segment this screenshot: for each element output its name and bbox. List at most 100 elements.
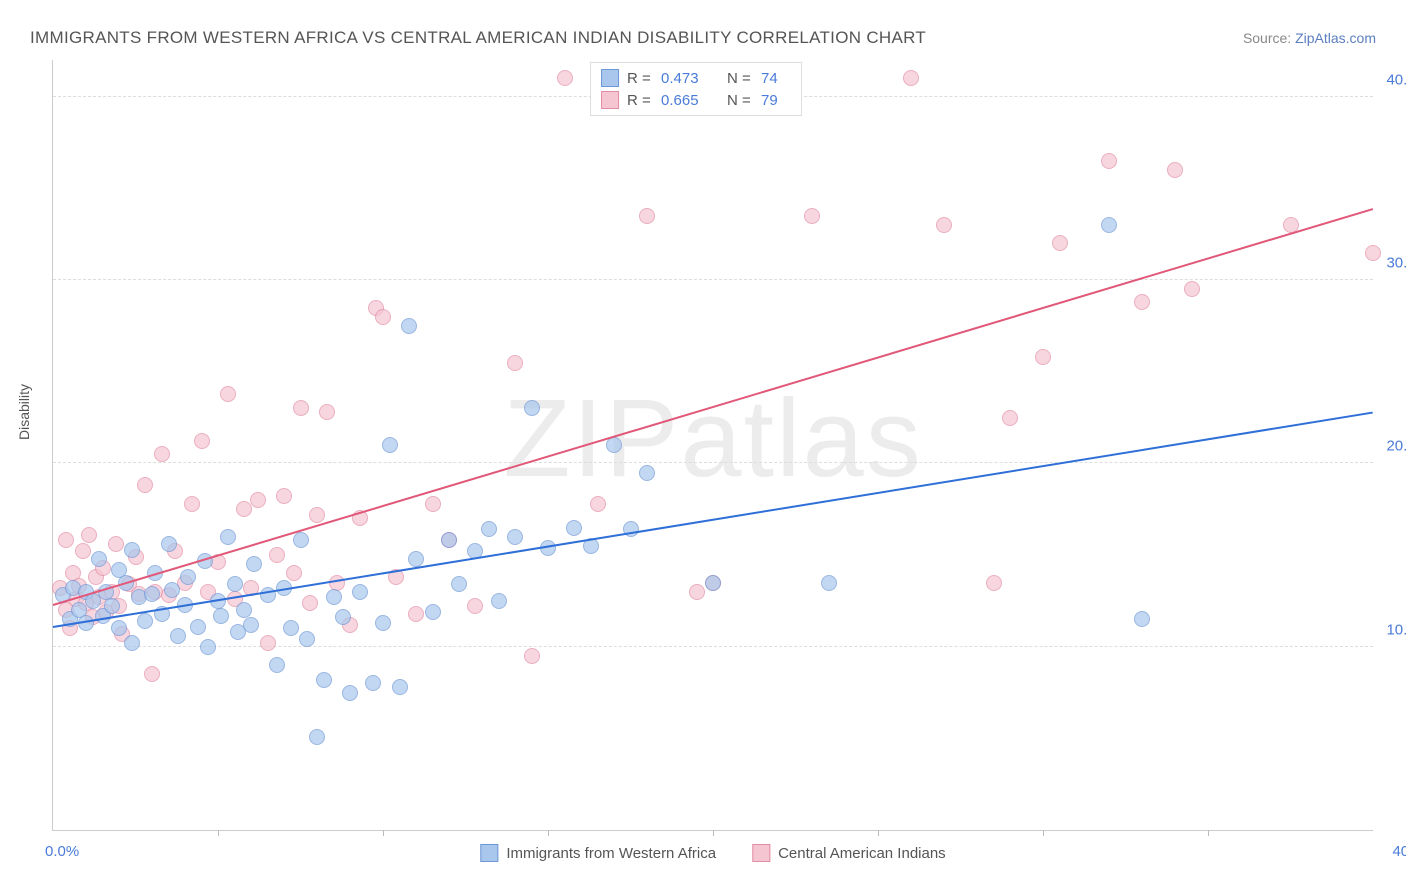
data-point (392, 679, 408, 695)
data-point (108, 536, 124, 552)
data-point (936, 217, 952, 233)
data-point (137, 613, 153, 629)
data-point (190, 619, 206, 635)
data-point (1052, 235, 1068, 251)
legend-item-series-2: Central American Indians (752, 844, 946, 862)
data-point (124, 635, 140, 651)
data-point (639, 208, 655, 224)
legend-label-series-2: Central American Indians (778, 845, 946, 862)
x-axis-min-label: 0.0% (45, 843, 79, 860)
data-point (283, 620, 299, 636)
data-point (481, 521, 497, 537)
source-prefix: Source: (1243, 30, 1295, 46)
r-label: R = (627, 70, 653, 87)
data-point (302, 595, 318, 611)
data-point (375, 615, 391, 631)
legend-swatch-series-2 (601, 91, 619, 109)
data-point (491, 593, 507, 609)
x-tick (878, 830, 879, 836)
data-point (227, 576, 243, 592)
y-tick-label: 30.0% (1386, 255, 1406, 272)
data-point (319, 404, 335, 420)
x-tick (1043, 830, 1044, 836)
x-tick (383, 830, 384, 836)
data-point (260, 635, 276, 651)
x-axis-max-label: 40.0% (1392, 843, 1406, 860)
data-point (293, 532, 309, 548)
data-point (213, 608, 229, 624)
data-point (1134, 294, 1150, 310)
legend-swatch-series-2-bottom (752, 844, 770, 862)
data-point (1035, 349, 1051, 365)
data-point (441, 532, 457, 548)
data-point (286, 565, 302, 581)
data-point (276, 488, 292, 504)
data-point (507, 529, 523, 545)
y-tick-label: 40.0% (1386, 71, 1406, 88)
n-value-series-1: 74 (761, 70, 791, 87)
data-point (352, 584, 368, 600)
source-attribution: Source: ZipAtlas.com (1243, 30, 1376, 46)
data-point (200, 639, 216, 655)
data-point (269, 547, 285, 563)
legend-row-series-1: R = 0.473 N = 74 (601, 67, 791, 89)
data-point (986, 575, 1002, 591)
data-point (804, 208, 820, 224)
data-point (91, 551, 107, 567)
data-point (408, 606, 424, 622)
data-point (164, 582, 180, 598)
legend-swatch-series-1 (601, 69, 619, 87)
data-point (1101, 153, 1117, 169)
data-point (111, 620, 127, 636)
data-point (401, 318, 417, 334)
data-point (335, 609, 351, 625)
data-point (184, 496, 200, 512)
source-link[interactable]: ZipAtlas.com (1295, 30, 1376, 46)
y-tick-label: 10.0% (1386, 621, 1406, 638)
data-point (408, 551, 424, 567)
data-point (81, 527, 97, 543)
x-tick (713, 830, 714, 836)
data-point (1184, 281, 1200, 297)
data-point (467, 598, 483, 614)
y-tick-label: 20.0% (1386, 438, 1406, 455)
chart-title: IMMIGRANTS FROM WESTERN AFRICA VS CENTRA… (30, 28, 926, 48)
legend-label-series-1: Immigrants from Western Africa (506, 845, 716, 862)
data-point (104, 598, 120, 614)
r-value-series-1: 0.473 (661, 70, 719, 87)
data-point (194, 433, 210, 449)
legend-correlation-box: R = 0.473 N = 74 R = 0.665 N = 79 (590, 62, 802, 116)
x-tick (1208, 830, 1209, 836)
n-label: N = (727, 92, 753, 109)
data-point (382, 437, 398, 453)
legend-item-series-1: Immigrants from Western Africa (480, 844, 716, 862)
data-point (144, 666, 160, 682)
data-point (309, 729, 325, 745)
data-point (903, 70, 919, 86)
data-point (524, 400, 540, 416)
data-point (451, 576, 467, 592)
data-point (1101, 217, 1117, 233)
data-point (375, 309, 391, 325)
data-point (425, 604, 441, 620)
data-point (689, 584, 705, 600)
legend-swatch-series-1-bottom (480, 844, 498, 862)
data-point (299, 631, 315, 647)
data-point (269, 657, 285, 673)
data-point (236, 602, 252, 618)
gridline (53, 646, 1373, 647)
data-point (425, 496, 441, 512)
data-point (170, 628, 186, 644)
data-point (58, 532, 74, 548)
data-point (246, 556, 262, 572)
y-axis-label: Disability (16, 384, 32, 440)
data-point (1167, 162, 1183, 178)
data-point (821, 575, 837, 591)
data-point (161, 536, 177, 552)
data-point (1002, 410, 1018, 426)
x-tick (548, 830, 549, 836)
data-point (705, 575, 721, 591)
data-point (220, 386, 236, 402)
data-point (124, 542, 140, 558)
legend-row-series-2: R = 0.665 N = 79 (601, 89, 791, 111)
